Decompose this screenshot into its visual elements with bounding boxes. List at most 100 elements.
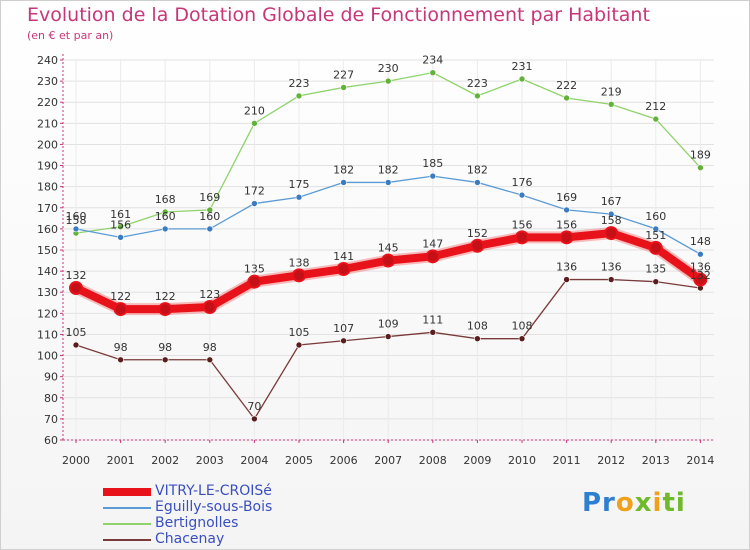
- data-point: [206, 225, 214, 233]
- y-tick-label: 110: [37, 328, 58, 341]
- data-label: 151: [645, 229, 666, 242]
- x-tick-label: 2001: [107, 454, 135, 467]
- axes: 60 70 80 90 100 110 120 130 140 150 160 170 180 190 20…: [37, 54, 714, 467]
- data-point: [340, 84, 347, 91]
- data-label: 122: [155, 290, 176, 303]
- data-point: [69, 281, 83, 295]
- data-label: 182: [467, 163, 488, 176]
- data-point: [295, 341, 303, 349]
- series-chacenay: [72, 276, 704, 423]
- x-tick-label: 2014: [686, 454, 714, 467]
- chart-title: Evolution de la Dotation Globale de Fonc…: [27, 4, 650, 26]
- data-label: 160: [66, 210, 87, 223]
- data-point: [515, 230, 529, 245]
- data-point: [607, 101, 615, 108]
- logo-part: Pr: [582, 488, 616, 518]
- data-label: 223: [467, 77, 488, 90]
- data-label: 222: [556, 79, 577, 92]
- data-point: [559, 230, 574, 245]
- x-tick-label: 2010: [508, 454, 536, 467]
- x-tick-label: 2013: [642, 454, 670, 467]
- data-point: [72, 341, 80, 349]
- data-point: [693, 272, 708, 287]
- data-label: 230: [378, 62, 399, 75]
- data-point: [474, 179, 481, 186]
- x-tick-label: 2002: [151, 454, 179, 467]
- y-tick-label: 240: [37, 54, 58, 67]
- data-label: 167: [601, 195, 622, 208]
- y-tick-label: 70: [44, 413, 58, 426]
- y-tick-label: 170: [37, 202, 58, 215]
- x-tick-label: 2011: [553, 454, 581, 467]
- data-point: [336, 262, 351, 276]
- data-label: 132: [690, 269, 711, 282]
- data-label: 219: [601, 85, 622, 98]
- y-tick-label: 90: [44, 371, 58, 384]
- data-point: [470, 238, 485, 253]
- data-label: 109: [378, 318, 399, 331]
- y-tick-label: 140: [37, 265, 58, 278]
- data-label: 138: [289, 256, 310, 269]
- data-label: 105: [66, 326, 87, 339]
- data-point: [206, 206, 214, 214]
- y-tick-label: 180: [37, 181, 58, 194]
- x-tick-label: 2004: [240, 454, 268, 467]
- data-label: 176: [512, 176, 533, 189]
- data-point: [384, 77, 392, 85]
- data-label: 136: [690, 261, 711, 274]
- logo-part: i: [652, 488, 663, 518]
- x-tick-label: 2007: [374, 454, 402, 467]
- legend-swatch: [103, 539, 151, 541]
- data-label: 212: [645, 100, 666, 113]
- y-tick-label: 200: [37, 138, 58, 151]
- data-label: 156: [512, 218, 533, 231]
- data-point: [607, 276, 615, 283]
- data-label: 108: [467, 320, 488, 333]
- data-point: [295, 193, 303, 201]
- y-tick-label: 220: [37, 96, 58, 109]
- data-label: 185: [422, 157, 443, 170]
- data-label: 160: [645, 210, 666, 223]
- legend-item: VITRY-LE-CROISé: [103, 484, 403, 500]
- data-point: [563, 276, 570, 283]
- data-label: 147: [422, 237, 443, 250]
- data-label: 168: [155, 193, 176, 206]
- legend-item: Chacenay: [103, 532, 403, 548]
- data-point: [474, 92, 481, 100]
- data-point: [340, 337, 347, 345]
- data-point: [518, 191, 526, 199]
- data-point: [604, 226, 619, 241]
- data-point: [652, 278, 660, 285]
- x-tick-label: 2005: [285, 454, 313, 467]
- data-label: 122: [110, 290, 131, 303]
- data-point: [652, 225, 660, 233]
- data-point: [206, 356, 214, 364]
- data-point: [251, 120, 258, 127]
- data-point: [518, 75, 526, 83]
- data-point: [563, 94, 570, 102]
- legend: VITRY-LE-CROISé Eguilly-sous-Bois Bertig…: [103, 484, 403, 548]
- y-tick-label: 150: [37, 244, 58, 257]
- x-tick-label: 2006: [330, 454, 358, 467]
- proxiti-logo: Proxiti: [582, 488, 686, 518]
- legend-label: Chacenay: [155, 531, 225, 547]
- data-label: 182: [333, 163, 354, 176]
- y-tick-label: 120: [37, 307, 58, 320]
- data-point: [381, 253, 396, 268]
- data-label: 145: [378, 242, 399, 255]
- data-label: 160: [155, 210, 176, 223]
- data-label: 108: [512, 320, 533, 333]
- data-point: [429, 329, 437, 336]
- data-point: [251, 415, 258, 423]
- data-point: [113, 302, 128, 317]
- data-point: [117, 234, 124, 241]
- chart-subtitle: (en € et par an): [27, 29, 114, 42]
- legend-label: Bertignolles: [155, 515, 239, 531]
- data-label: 158: [66, 214, 87, 227]
- data-label: 123: [199, 288, 220, 301]
- data-point: [202, 300, 217, 314]
- data-point: [340, 179, 347, 186]
- data-label: 105: [289, 326, 310, 339]
- y-tick-label: 80: [44, 392, 58, 405]
